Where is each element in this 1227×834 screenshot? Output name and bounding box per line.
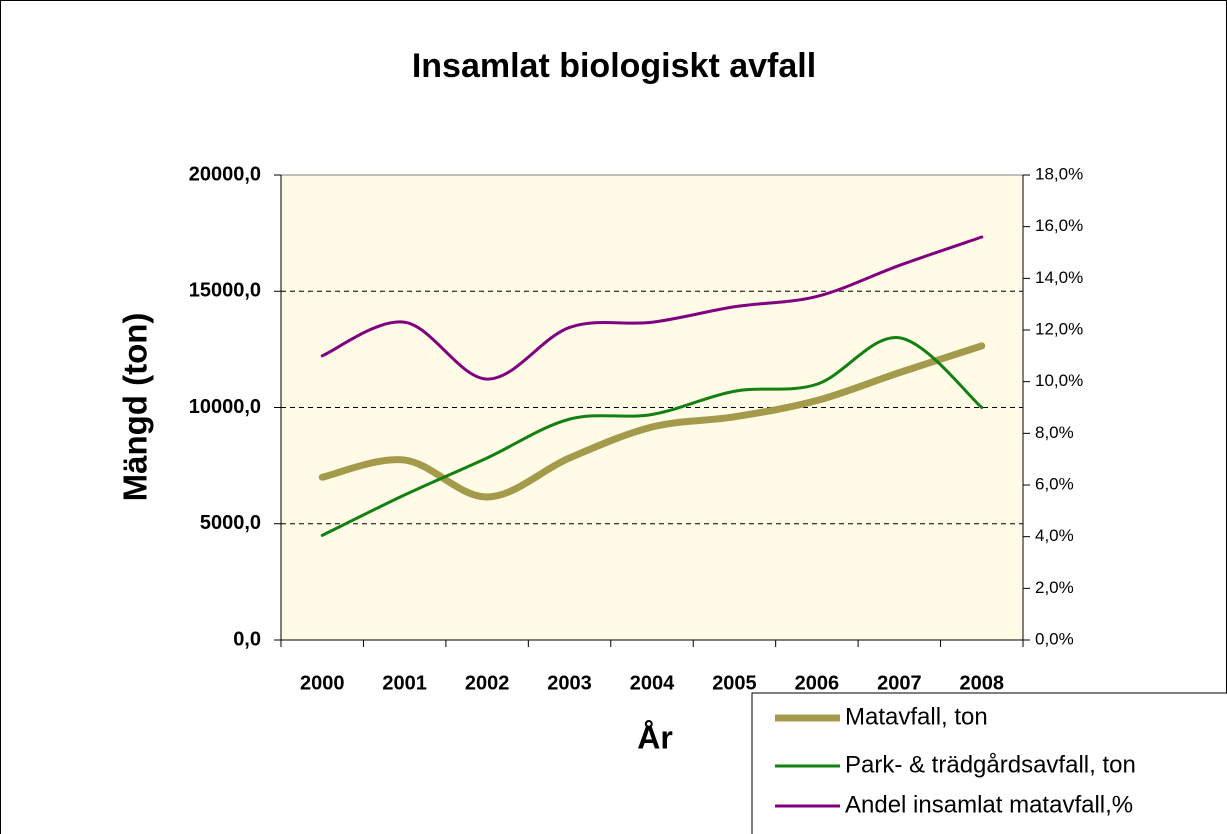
y2-tick-label: 12,0% xyxy=(1035,319,1083,338)
y2-tick-label: 10,0% xyxy=(1035,371,1083,390)
chart-title: Insamlat biologiskt avfall xyxy=(412,47,816,85)
y2-tick-label: 16,0% xyxy=(1035,216,1083,235)
legend: Matavfall, ton Park- & trädgårdsavfall, t… xyxy=(751,692,1227,834)
series-line xyxy=(320,235,984,381)
y2-tick-label: 8,0% xyxy=(1035,423,1074,442)
x-tick-label: 2008 xyxy=(960,672,1005,694)
y2-tick-label: 14,0% xyxy=(1035,268,1083,287)
x-tick-label: 2003 xyxy=(547,672,592,694)
legend-label: Matavfall, ton xyxy=(845,703,988,730)
x-tick-label: 2005 xyxy=(712,672,757,694)
x-tick-label: 2007 xyxy=(877,672,922,694)
x-tick-label: 2004 xyxy=(630,672,675,694)
legend-label: Park- & trädgårdsavfall, ton xyxy=(845,751,1136,778)
series-line xyxy=(318,342,986,501)
y2-tick-label: 4,0% xyxy=(1035,526,1074,545)
y2-tick-label: 2,0% xyxy=(1035,578,1074,597)
x-tick-label: 2006 xyxy=(795,672,840,694)
x-tick-label: 2001 xyxy=(382,672,427,694)
x-tick-label: 2000 xyxy=(300,672,345,694)
y-axis-label: Mängd (ton) xyxy=(117,313,154,502)
x-axis-label: År xyxy=(637,719,673,755)
y2-tick-label: 18,0% xyxy=(1035,164,1083,183)
y-tick-label: 15000,0 xyxy=(189,280,261,302)
y-tick-label: 5000,0 xyxy=(200,512,261,534)
y-tick-label: 20000,0 xyxy=(189,163,261,185)
y2-tick-label: 0,0% xyxy=(1035,629,1074,648)
legend-label: Andel insamlat matavfall,% xyxy=(845,791,1133,818)
y-tick-label: 0,0 xyxy=(233,628,261,650)
y2-tick-label: 6,0% xyxy=(1035,474,1074,493)
series-line xyxy=(320,336,984,537)
y-tick-label: 10000,0 xyxy=(189,396,261,418)
x-tick-label: 2002 xyxy=(465,672,510,694)
